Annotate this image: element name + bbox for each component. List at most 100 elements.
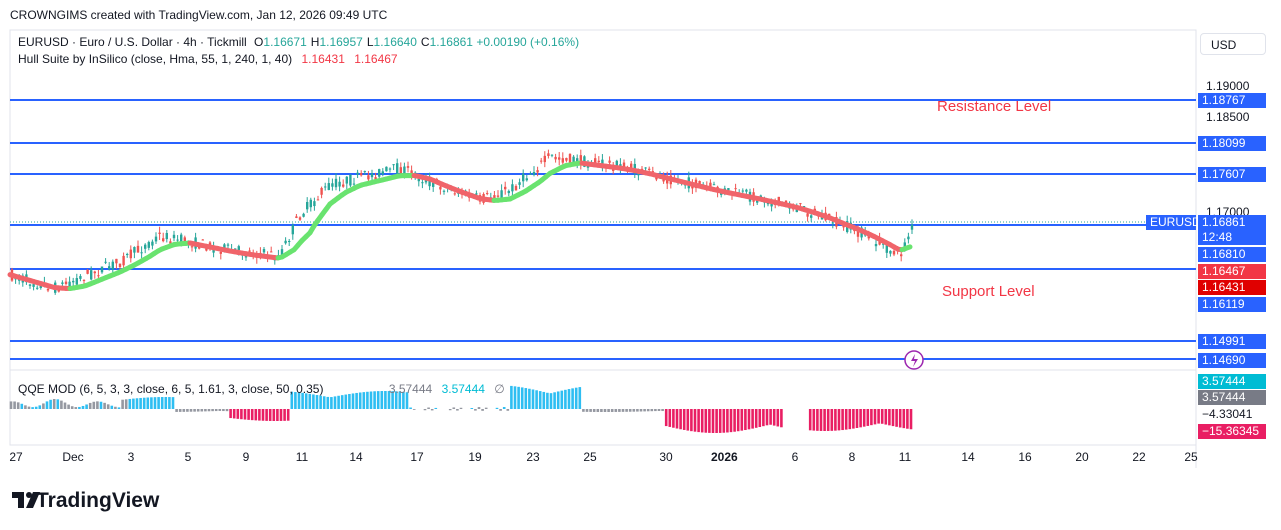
ohlc-value: 1.16640 [373, 35, 417, 49]
candle-body [828, 213, 831, 217]
candle-body [356, 172, 359, 175]
qqe-bar [528, 388, 531, 409]
qqe-bar [9, 401, 13, 409]
candle-body [712, 184, 716, 186]
levels [10, 99, 1196, 360]
candle-body [338, 181, 341, 187]
candle-body [536, 170, 539, 173]
candle-body [810, 215, 813, 218]
time-label: 11 [295, 450, 309, 464]
qqe-bar [124, 399, 128, 409]
candle-body [806, 213, 809, 217]
qqe-bar [265, 409, 268, 421]
candle-body [100, 266, 104, 273]
candle-body [270, 251, 273, 253]
qqe-bar [711, 409, 715, 433]
price-tag: 1.16431 [1198, 280, 1266, 295]
qqe-bar [682, 409, 686, 430]
qqe-bar [294, 392, 297, 409]
candle-body [360, 173, 363, 176]
qqe-bar [484, 407, 488, 409]
qqe-bar [600, 409, 603, 412]
indicator-value: 1.16467 [354, 52, 398, 66]
time-label: 16 [1018, 450, 1032, 464]
candle-body [172, 234, 176, 239]
candle-body [342, 184, 345, 187]
qqe-bar [535, 390, 538, 409]
logo-shape [12, 492, 24, 508]
logo-shape [26, 492, 40, 508]
qqe-bar [744, 409, 747, 431]
candle-body [151, 241, 154, 246]
qqe-bar [301, 392, 304, 409]
qqe-bar [337, 395, 340, 409]
qqe-bar [186, 409, 189, 412]
ohlc-key: H [310, 35, 320, 49]
candle-body [345, 176, 348, 184]
candle-body [248, 250, 251, 252]
candle-body [226, 244, 230, 246]
oscillator-tag: 3.57444 [1198, 390, 1266, 405]
time-label: 17 [410, 450, 424, 464]
qqe-bar [380, 391, 384, 409]
qqe-bar [632, 409, 636, 412]
candle-body [370, 173, 374, 178]
qqe-bar [546, 392, 549, 409]
symbol[interactable]: EURUSD · Euro / U.S. Dollar · 4h · Tickm… [18, 35, 247, 49]
qqe-bar [322, 396, 326, 409]
ohlc-key: O [254, 35, 264, 49]
candle-body [522, 173, 525, 182]
oscillator-name[interactable]: QQE MOD (6, 5, 3, 3, close, 6, 5, 1.61, … [18, 382, 324, 396]
time-label: 23 [526, 450, 540, 464]
time-label: 5 [184, 450, 192, 464]
price-tag: 1.18099 [1198, 136, 1266, 151]
qqe-bar [340, 395, 344, 409]
qqe-bar [639, 409, 643, 412]
qqe-bar [582, 409, 585, 412]
credit: CROWNGIMS created with TradingView.com, … [10, 8, 388, 22]
qqe-bar [618, 409, 621, 412]
candle-body [97, 275, 100, 277]
indicator-name[interactable]: Hull Suite by InSilico (close, Hma, 55, … [18, 52, 293, 66]
candle-body [190, 246, 194, 248]
qqe-bar [474, 409, 477, 411]
time-label: 11 [898, 450, 912, 464]
qqe-bar [700, 409, 704, 433]
candle-body [770, 202, 773, 207]
qqe-bar [45, 401, 49, 409]
qqe-bar [312, 394, 315, 409]
qqe-bar [664, 409, 668, 427]
qqe-bar [366, 391, 369, 409]
qqe-bar [182, 409, 186, 412]
qqe-bar [171, 397, 175, 409]
candle-body [158, 232, 161, 235]
candle-body [421, 182, 424, 184]
candle-body [432, 182, 435, 187]
logo-text[interactable]: TradingView [36, 489, 160, 512]
candle-body [504, 186, 507, 190]
qqe-bar [20, 403, 24, 409]
candle-body [727, 188, 730, 191]
candle-body [615, 160, 618, 168]
qqe-bar [157, 397, 160, 409]
qqe-bar [812, 409, 816, 431]
candle-body [198, 246, 201, 249]
qqe-bar [481, 409, 484, 411]
current-price-tag: 1.16861 [1198, 215, 1266, 230]
candle-body [907, 236, 910, 240]
qqe-bar [204, 409, 207, 412]
time-label: 6 [791, 450, 799, 464]
currency-button[interactable]: USD [1200, 33, 1266, 55]
candle-body [201, 239, 204, 241]
candle-body [244, 255, 248, 258]
candle-body [284, 240, 287, 244]
qqe-bar [607, 409, 610, 412]
qqe-bar [330, 397, 333, 409]
qqe-bar [391, 391, 394, 409]
qqe-bar [506, 409, 510, 411]
candle-body [651, 171, 654, 173]
candle-body [579, 155, 582, 165]
qqe-bar [160, 397, 164, 409]
qqe-bar [866, 409, 870, 426]
qqe-bar [848, 409, 852, 430]
